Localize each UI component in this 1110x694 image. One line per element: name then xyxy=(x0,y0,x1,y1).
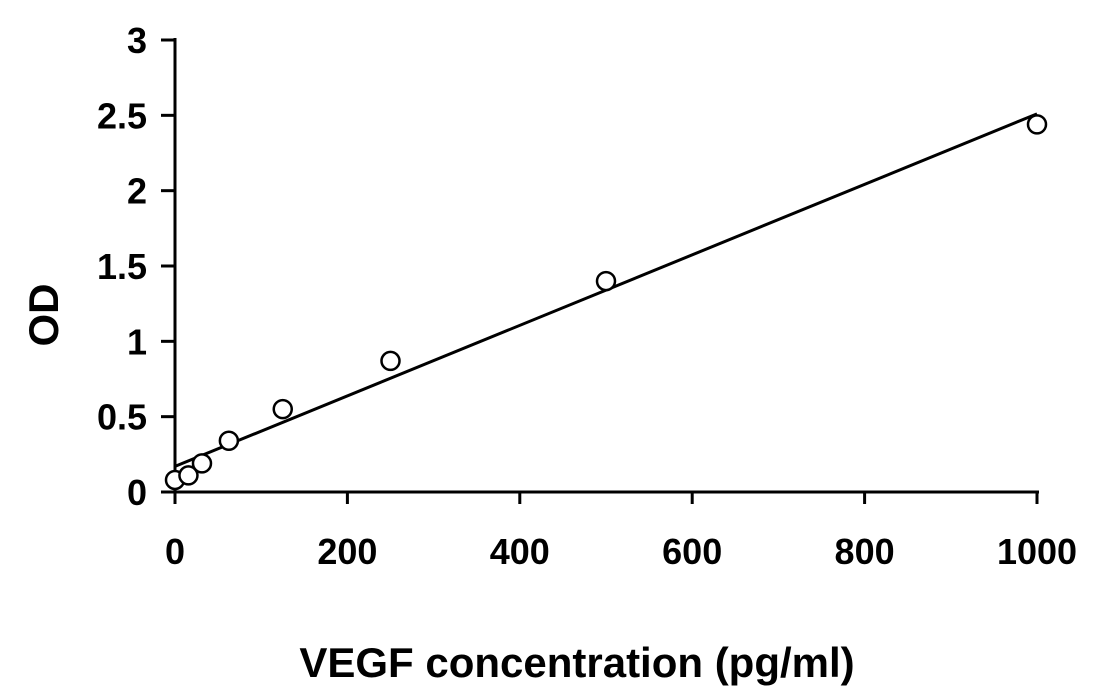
x-axis-title: VEGF concentration (pg/ml) xyxy=(299,639,854,686)
data-point xyxy=(1026,114,1048,135)
axes xyxy=(173,38,1039,494)
x-tick-label: 0 xyxy=(165,531,185,572)
data-point xyxy=(218,430,240,452)
y-tick-label: 1 xyxy=(127,321,147,362)
x-tick-label: 1000 xyxy=(997,531,1077,572)
data-point xyxy=(178,465,199,486)
y-axis-title: OD xyxy=(20,284,67,347)
data-points xyxy=(164,114,1048,491)
y-tick-label: 0.5 xyxy=(97,397,147,438)
y-tick-label: 2.5 xyxy=(97,95,147,136)
y-tick-label: 1.5 xyxy=(97,246,147,287)
data-point xyxy=(191,453,213,474)
x-tick-label: 600 xyxy=(662,531,722,572)
x-tick-label: 800 xyxy=(835,531,895,572)
ticks: 0 200 400 600 800 1000 0 0.5 1 1.5 2 2.5 3 xyxy=(97,20,1077,572)
data-point xyxy=(380,350,401,372)
y-tick-label: 3 xyxy=(127,20,147,61)
x-tick-label: 400 xyxy=(490,531,550,572)
data-point xyxy=(595,270,617,292)
data-point xyxy=(272,398,293,420)
x-tick-label: 200 xyxy=(317,531,377,572)
y-tick-label: 2 xyxy=(127,171,147,212)
y-tick-label: 0 xyxy=(127,472,147,513)
